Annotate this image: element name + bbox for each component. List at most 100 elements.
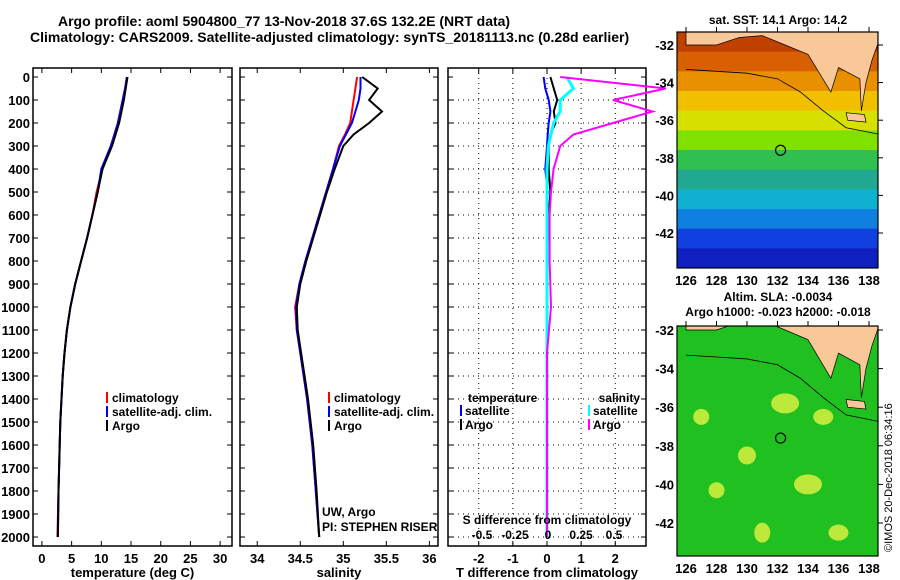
lon-tick-label: 128 <box>706 273 728 288</box>
argo-location-marker <box>774 432 787 444</box>
legend-swatch <box>588 405 590 416</box>
sst-band <box>677 110 878 132</box>
sst-band <box>677 189 878 210</box>
lon-tick-label: 130 <box>736 561 758 576</box>
x-tick-label: 34 <box>250 551 265 566</box>
x-tick-label: 10 <box>94 551 108 566</box>
y-tick-label: 1400 <box>1 392 30 407</box>
sla-map-title-1: Altim. SLA: -0.0034 <box>724 290 833 304</box>
title-line-2: Climatology: CARS2009. Satellite-adjuste… <box>30 29 630 45</box>
lon-tick-label: 128 <box>706 561 728 576</box>
x-tick-label: -1 <box>507 551 519 566</box>
lon-tick-label: 132 <box>767 273 789 288</box>
sla-high-blob <box>828 524 849 541</box>
x2-tick-label: 0.25 <box>569 528 593 542</box>
annotation-text: UW, Argo <box>322 505 376 519</box>
y-tick-label: 100 <box>8 93 30 108</box>
x-axis-label: T difference from climatology <box>456 565 639 580</box>
legend-swatch <box>588 419 590 430</box>
x-tick-label: 2 <box>612 551 619 566</box>
series-line-climatology <box>56 76 128 538</box>
lat-tick-label: -34 <box>655 362 675 377</box>
x-axis-label: salinity <box>317 565 363 580</box>
sst-band <box>677 169 878 191</box>
lat-tick-label: -36 <box>655 400 674 415</box>
annotation-text: PI: STEPHEN RISER <box>322 520 438 534</box>
x-tick-label: 30 <box>213 551 227 566</box>
sla-high-blob <box>708 482 725 499</box>
legend-label: satellite <box>593 404 638 418</box>
sst-band <box>677 91 878 112</box>
legend-label: Argo <box>593 418 621 432</box>
y-tick-label: 1300 <box>1 369 30 384</box>
lat-tick-label: -42 <box>655 226 674 241</box>
series-line-argo <box>56 76 129 538</box>
lon-tick-label: 126 <box>675 561 697 576</box>
y-tick-label: 1800 <box>1 484 30 499</box>
kangaroo-island <box>845 112 867 123</box>
legend-swatch <box>328 406 330 417</box>
x2-tick-label: 0.5 <box>606 528 623 542</box>
sla-high-blob <box>738 446 756 465</box>
sla-high-blob <box>693 408 710 425</box>
sst-band <box>677 209 878 230</box>
x-tick-label: 34.5 <box>288 551 313 566</box>
lon-tick-label: 138 <box>858 561 880 576</box>
x2-axis-label: S difference from climatology <box>463 513 632 527</box>
y-tick-label: 0 <box>23 70 30 85</box>
y-tick-label: 500 <box>8 185 30 200</box>
legend-swatch <box>328 392 330 403</box>
x-tick-label: 35.5 <box>374 551 399 566</box>
x-tick-label: 25 <box>183 551 197 566</box>
lon-tick-label: 126 <box>675 273 697 288</box>
lat-tick-label: -42 <box>655 516 674 531</box>
legend-label-Argo: Argo <box>112 419 140 433</box>
legend-label-climatology: climatology <box>334 391 401 405</box>
legend-swatch <box>106 392 108 403</box>
lat-tick-label: -32 <box>655 38 674 53</box>
sla-high-blob <box>754 522 771 543</box>
lat-tick-label: -40 <box>655 188 674 203</box>
lat-tick-label: -34 <box>655 76 675 91</box>
legend-label-climatology: climatology <box>112 391 179 405</box>
kangaroo-island <box>845 399 867 410</box>
lon-tick-label: 134 <box>797 273 819 288</box>
lon-tick-label: 136 <box>828 561 850 576</box>
series-line-satellite-adj-clim- <box>294 77 362 538</box>
map-content <box>677 32 878 268</box>
sla-map-title-2: Argo h1000: -0.023 h2000: -0.018 <box>685 305 871 319</box>
x2-tick-label: -0.25 <box>501 528 529 542</box>
x-tick-label: 0 <box>38 551 45 566</box>
legend-swatch <box>460 405 462 416</box>
lon-tick-label: 138 <box>858 273 880 288</box>
lon-tick-label: 130 <box>736 273 758 288</box>
x-tick-label: 35 <box>336 551 350 566</box>
y-tick-label: 1000 <box>1 300 30 315</box>
x-tick-label: 20 <box>153 551 167 566</box>
y-tick-label: 300 <box>8 139 30 154</box>
x-axis-label: temperature (deg C) <box>71 565 195 580</box>
series-line-satellite-adj-clim- <box>56 76 128 538</box>
series-line-argo <box>295 76 384 538</box>
lon-tick-label: 136 <box>828 273 850 288</box>
shelf-contour <box>685 69 878 135</box>
title-line-1: Argo profile: aoml 5904800_77 13-Nov-201… <box>58 13 511 29</box>
credit-text: ©IMOS 20-Dec-2018 06:34:16 <box>883 403 895 552</box>
legend-label-satellite-adj-clim-: satellite-adj. clim. <box>334 405 434 419</box>
y-tick-label: 600 <box>8 208 30 223</box>
sla-background <box>677 326 878 556</box>
sla-high-blob <box>813 408 834 425</box>
sst-map <box>676 27 883 269</box>
legend-label: satellite <box>465 404 510 418</box>
legend-label-satellite-adj-clim-: satellite-adj. clim. <box>112 405 212 419</box>
sla-high-blob <box>771 393 800 414</box>
lat-tick-label: -36 <box>655 113 674 128</box>
land-mass <box>685 326 878 398</box>
legend-label-Argo: Argo <box>334 419 362 433</box>
shelf-contour <box>685 354 878 422</box>
lat-tick-label: -40 <box>655 477 674 492</box>
x-tick-label: 1 <box>578 551 585 566</box>
argo-location-marker <box>774 144 787 156</box>
legend-swatch <box>106 420 108 431</box>
